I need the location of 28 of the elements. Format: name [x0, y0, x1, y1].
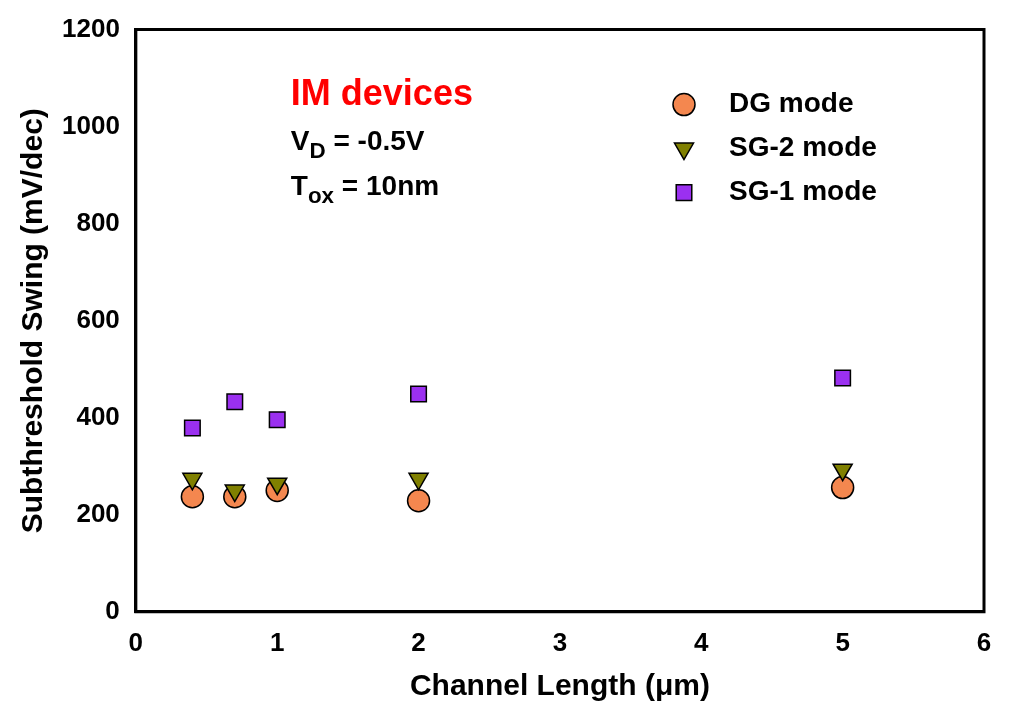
x-tick-label: 1 — [269, 626, 285, 657]
point — [226, 393, 244, 411]
x-tick-label: 2 — [411, 626, 426, 657]
legend-label: SG-1 mode — [729, 175, 877, 207]
x-tick-label: 3 — [552, 626, 568, 657]
x-axis-title: Channel Length (μm) — [409, 668, 710, 702]
legend-label: DG mode — [729, 87, 854, 119]
y-tick-label: 600 — [76, 303, 120, 334]
legend-label: SG-2 mode — [729, 131, 877, 163]
point — [268, 411, 286, 429]
x-tick-label: 6 — [976, 626, 992, 657]
annotation: IM devices — [290, 71, 473, 113]
point — [834, 369, 852, 387]
y-tick-label: 400 — [76, 400, 120, 431]
point — [180, 485, 205, 509]
point — [830, 475, 855, 500]
y-tick-label: 800 — [76, 206, 120, 237]
y-tick-label: 1000 — [62, 109, 120, 140]
x-tick-label: 4 — [694, 626, 710, 657]
point — [406, 488, 431, 513]
x-tick-label: 0 — [128, 626, 144, 657]
y-tick-label: 0 — [105, 594, 120, 625]
y-tick-label: 1200 — [62, 12, 120, 43]
point — [183, 419, 201, 437]
y-axis-title: Subthreshold Swing (mV/dec) — [15, 108, 49, 534]
point — [410, 385, 428, 403]
x-tick-label: 5 — [835, 626, 850, 657]
y-tick-label: 200 — [76, 497, 120, 528]
